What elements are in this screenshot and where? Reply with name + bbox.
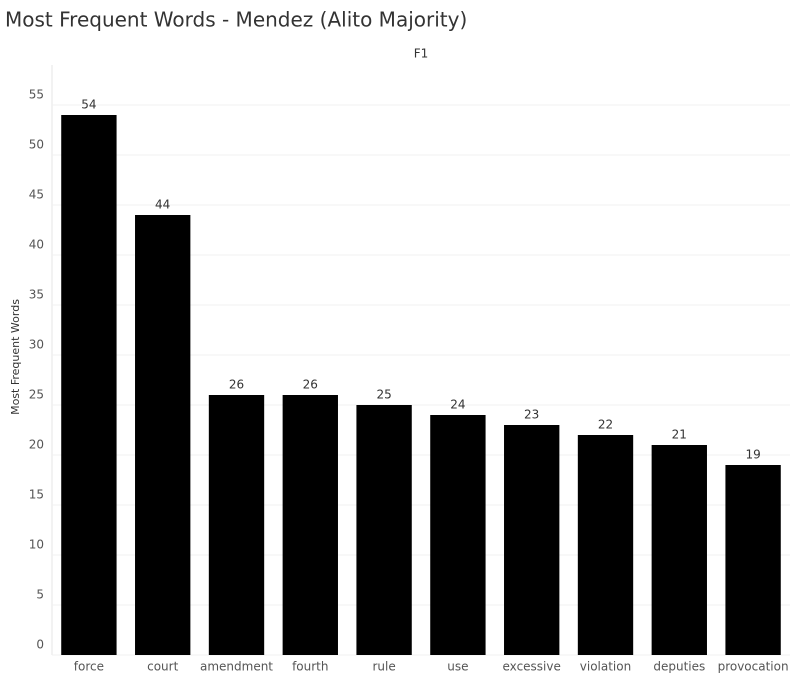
y-tick-label: 50 [29, 138, 44, 152]
value-label: 44 [155, 198, 170, 212]
y-tick-label: 20 [29, 438, 44, 452]
value-label: 54 [81, 98, 96, 112]
value-label: 19 [745, 448, 760, 462]
y-tick-label: 10 [29, 538, 44, 552]
x-tick-label: deputies [653, 660, 705, 674]
y-tick-label: 30 [29, 338, 44, 352]
y-tick-label: 0 [36, 638, 44, 652]
value-label: 24 [450, 398, 465, 412]
y-tick-label: 5 [36, 588, 44, 602]
bar [61, 115, 117, 655]
bar [577, 435, 634, 655]
x-tick-label: force [74, 660, 104, 674]
y-tick-label: 55 [29, 88, 44, 102]
x-tick-label: fourth [292, 660, 328, 674]
value-label: 26 [229, 378, 244, 392]
x-tick-label: amendment [200, 660, 273, 674]
bar [430, 415, 486, 655]
bar [135, 215, 191, 655]
column-header: F1 [414, 47, 429, 61]
x-tick-label: rule [372, 660, 395, 674]
bar [504, 425, 560, 655]
bar [651, 445, 707, 655]
y-axis-label: Most Frequent Words [9, 299, 22, 415]
bar [725, 465, 781, 655]
x-tick-label: court [147, 660, 178, 674]
value-label: 21 [672, 428, 687, 442]
y-tick-label: 45 [29, 188, 44, 202]
y-tick-label: 25 [29, 388, 44, 402]
x-tick-label: provocation [718, 660, 789, 674]
y-tick-label: 35 [29, 288, 44, 302]
value-label: 22 [598, 418, 613, 432]
x-tick-label: violation [580, 660, 631, 674]
y-tick-label: 40 [29, 238, 44, 252]
x-tick-label: excessive [503, 660, 561, 674]
x-tick-label: use [447, 660, 468, 674]
value-label: 26 [303, 378, 318, 392]
value-label: 25 [376, 388, 391, 402]
y-tick-label: 15 [29, 488, 44, 502]
value-label: 23 [524, 408, 539, 422]
bar [356, 405, 412, 655]
bar [282, 395, 338, 655]
bar [208, 395, 265, 655]
chart-title: Most Frequent Words - Mendez (Alito Majo… [5, 8, 467, 32]
